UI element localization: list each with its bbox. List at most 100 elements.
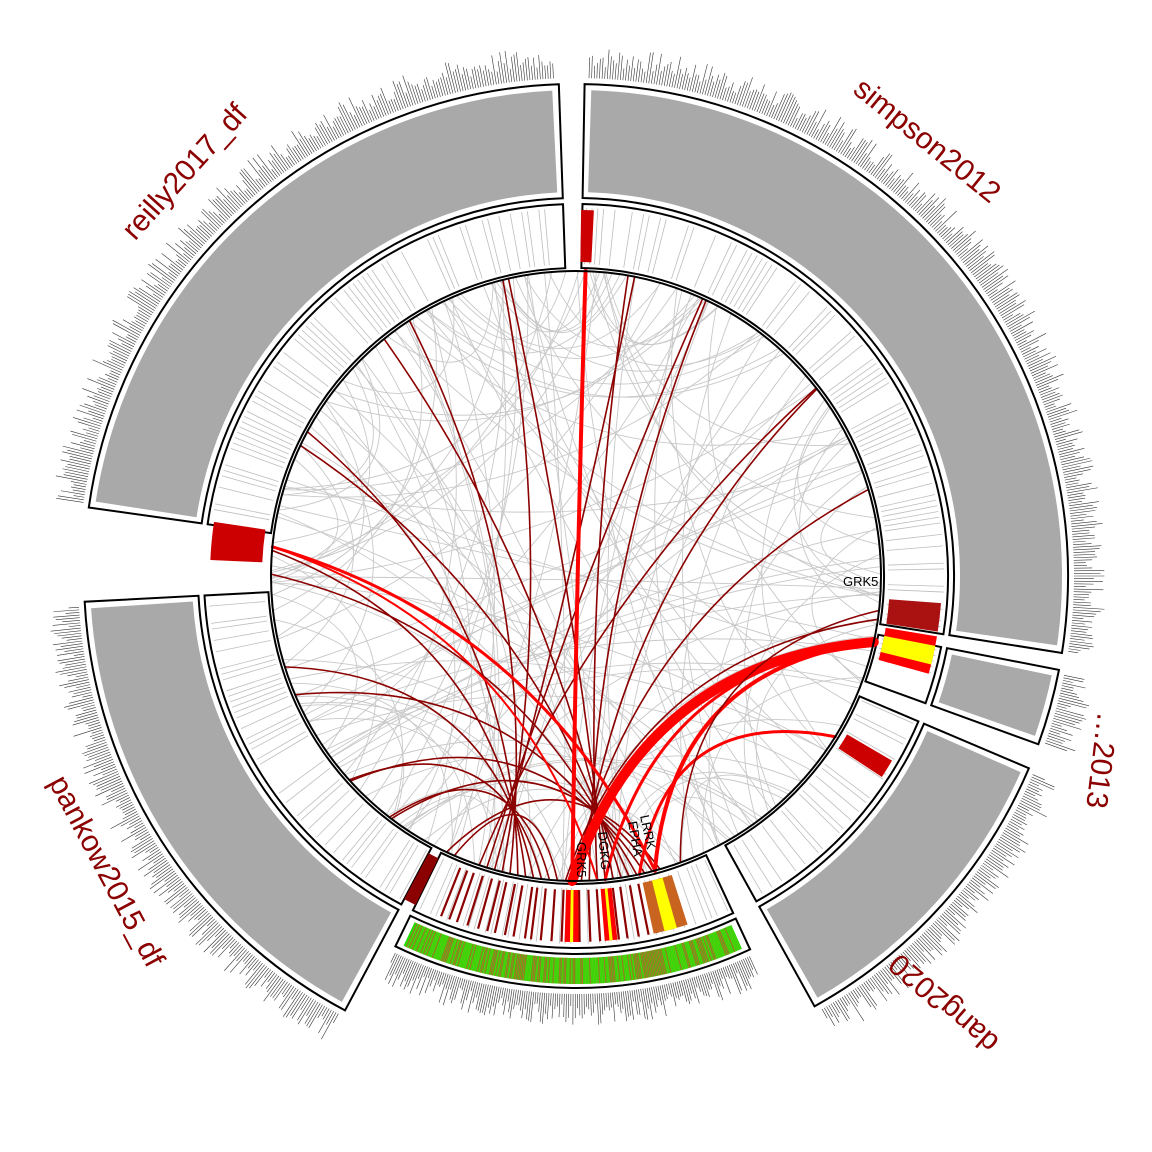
gene-tick xyxy=(967,256,984,269)
gene-tick xyxy=(417,965,424,979)
heatmap-cell xyxy=(672,945,681,971)
gene-tick xyxy=(534,992,537,1005)
gene-tick xyxy=(135,829,148,837)
gene-tick xyxy=(194,909,207,920)
heatmap-cell xyxy=(681,942,690,969)
gene-line xyxy=(830,363,877,397)
gene-tick xyxy=(263,977,282,1002)
gene-tick xyxy=(697,81,701,94)
heatmap-cell xyxy=(658,948,666,975)
gene-tick xyxy=(388,955,402,984)
gene-line xyxy=(342,816,379,861)
heatmap-cell xyxy=(491,949,499,976)
gene-tick xyxy=(980,272,999,286)
gene-tick xyxy=(973,875,986,885)
gene-line xyxy=(221,475,276,492)
gene-tick xyxy=(885,169,899,186)
gene-tick xyxy=(203,221,216,233)
gene-tick xyxy=(73,484,87,488)
gene-line xyxy=(707,242,732,294)
gene-line xyxy=(675,227,695,281)
inner-link-boundary xyxy=(270,270,882,882)
gene-tick xyxy=(850,991,859,1004)
grey-link xyxy=(499,273,621,333)
gene-tick xyxy=(390,98,397,112)
gene-tick xyxy=(941,913,961,932)
gene-line xyxy=(240,705,293,729)
heatmap-cell xyxy=(651,950,658,976)
gene-line xyxy=(308,790,350,830)
gene-tick xyxy=(930,924,943,936)
gene-tick xyxy=(866,161,874,172)
gene-line xyxy=(232,686,285,708)
gene-tick xyxy=(315,122,329,145)
gene-tick xyxy=(544,65,546,79)
gene-tick xyxy=(373,106,380,119)
heatmap-cell xyxy=(411,925,423,950)
gene-tick xyxy=(336,116,347,135)
gene-tick xyxy=(392,80,404,110)
gene-tick xyxy=(337,106,351,133)
gene-tick xyxy=(236,949,247,962)
gene-tick xyxy=(990,852,1004,862)
gene-tick xyxy=(96,778,122,790)
gene-tick xyxy=(68,606,80,609)
gene-tick xyxy=(971,877,994,894)
gene-tick xyxy=(947,231,963,245)
darkred-link xyxy=(348,763,543,880)
heatmap-cell xyxy=(513,953,519,980)
gene-tick xyxy=(693,976,698,988)
gene-tick xyxy=(111,785,125,793)
gene-tick xyxy=(470,981,474,992)
gene-tick xyxy=(1007,310,1035,328)
heatmap-cell xyxy=(631,953,637,980)
gene-tick xyxy=(886,965,902,984)
grey-link xyxy=(271,555,377,783)
gene-line xyxy=(401,251,429,302)
heatmap-cell xyxy=(563,957,566,984)
heatmap-cell xyxy=(725,927,737,952)
gene-tick xyxy=(84,746,109,757)
gene-tick xyxy=(466,68,472,90)
heatmap-cell xyxy=(446,938,456,964)
gene-tick xyxy=(963,887,979,901)
grey-link xyxy=(298,702,543,880)
gene-tick xyxy=(1072,612,1097,615)
gene-tick xyxy=(955,897,969,910)
gene-tick xyxy=(900,953,914,969)
gene-tick xyxy=(542,992,545,1024)
gene-tick xyxy=(1001,834,1020,847)
gene-line xyxy=(863,433,916,456)
gene-tick xyxy=(950,903,966,918)
gene-line xyxy=(501,881,514,937)
gene-tick xyxy=(1013,331,1027,339)
heatmap-cell xyxy=(622,955,627,981)
gene-tick xyxy=(704,973,710,990)
heatmap-cell xyxy=(470,944,479,971)
heatmap-cell xyxy=(418,928,430,953)
gene-tick xyxy=(891,178,902,191)
grey-link xyxy=(386,787,563,882)
gene-line-hit xyxy=(523,886,534,939)
gene-line xyxy=(259,735,309,765)
gene-tick xyxy=(1044,403,1055,408)
gene-tick xyxy=(395,956,404,975)
gene-tick xyxy=(1004,313,1021,323)
gene-tick xyxy=(156,866,172,878)
gene-tick xyxy=(242,952,251,962)
gene-tick xyxy=(1048,732,1072,742)
gene-tick xyxy=(820,124,831,143)
gene-tick xyxy=(629,990,634,1020)
gene-tick xyxy=(256,154,276,179)
heatmap-cell xyxy=(482,947,490,974)
middle-sector-pankow2015_df xyxy=(203,591,433,906)
gene-tick xyxy=(1018,333,1047,348)
gene-tick xyxy=(751,91,760,111)
gene-tick xyxy=(837,999,850,1019)
gene-tick xyxy=(435,81,441,97)
gene-tick xyxy=(101,780,123,791)
heatmap-cell xyxy=(705,935,715,960)
gene-line xyxy=(209,601,266,607)
gene-line xyxy=(884,522,941,532)
gene-tick xyxy=(745,958,755,978)
